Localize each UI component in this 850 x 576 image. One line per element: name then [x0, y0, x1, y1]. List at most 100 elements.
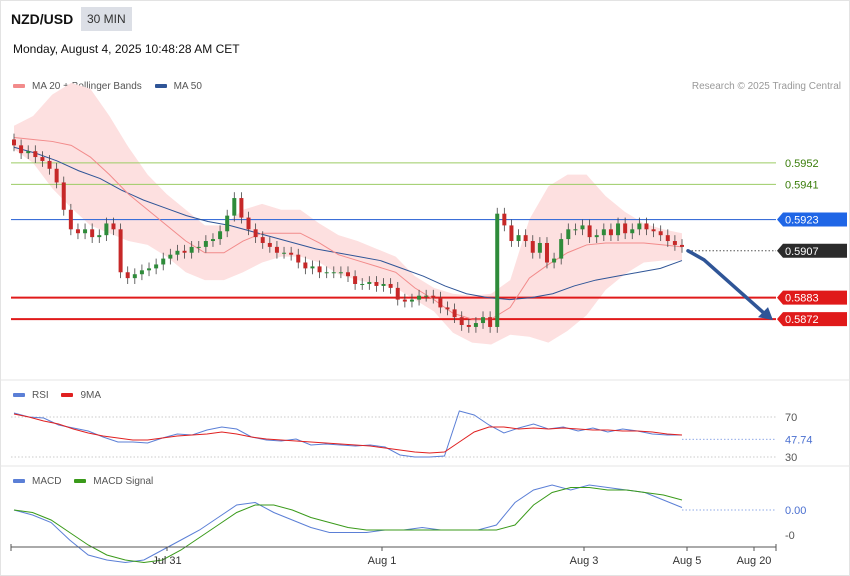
- candle-63: [459, 311, 464, 331]
- candle-71: [516, 229, 521, 247]
- candle-body-9: [75, 229, 80, 234]
- candle-body-18: [139, 270, 144, 275]
- price-tag-label-0.5883: 0.5883: [785, 293, 819, 305]
- candle-79: [573, 223, 578, 236]
- price-tag-0.5923: [777, 212, 847, 227]
- rsi-level-label-70: 70: [785, 412, 797, 424]
- candle-body-70: [509, 225, 514, 242]
- candle-29: [218, 225, 223, 245]
- candle-91: [658, 225, 663, 242]
- candle-body-7: [61, 182, 66, 210]
- forecast-arrow-line: [686, 249, 766, 315]
- candle-body-73: [530, 241, 535, 253]
- candle-22: [168, 248, 173, 265]
- research-credit: Research © 2025 Trading Central: [691, 81, 841, 92]
- candle-body-85: [616, 223, 621, 236]
- candle-body-66: [481, 317, 486, 324]
- candle-body-83: [601, 229, 606, 236]
- candle-78: [566, 223, 571, 245]
- rsi-current-label: 47.74: [785, 434, 813, 446]
- time-tick-label-1: Aug 1: [368, 555, 397, 567]
- candle-86: [623, 217, 628, 240]
- candle-0: [12, 133, 16, 152]
- candle-body-21: [161, 258, 166, 265]
- candle-16: [125, 266, 130, 284]
- timeframe-badge[interactable]: 30 MIN: [81, 7, 132, 31]
- candle-body-87: [630, 229, 635, 234]
- candle-89: [644, 217, 649, 236]
- candle-36: [267, 237, 272, 253]
- candle-83: [601, 223, 606, 242]
- price-tag-0.5883: [777, 290, 847, 305]
- candle-33: [246, 211, 251, 236]
- candle-body-4: [40, 157, 45, 161]
- candle-body-77: [559, 239, 564, 259]
- candle-body-6: [54, 168, 59, 183]
- candle-body-14: [111, 223, 116, 230]
- candle-body-61: [445, 307, 450, 310]
- candle-body-1: [19, 145, 24, 154]
- candle-body-43: [317, 266, 322, 273]
- candle-body-33: [246, 217, 251, 230]
- candles: [12, 133, 684, 333]
- candle-5: [47, 155, 52, 175]
- candle-body-29: [218, 231, 223, 240]
- candle-64: [466, 319, 471, 333]
- candle-56: [409, 293, 414, 308]
- candle-body-20: [154, 264, 159, 269]
- candle-48: [353, 270, 358, 290]
- candle-18: [139, 264, 144, 281]
- candle-66: [481, 311, 486, 329]
- legend-ma20: MA 20 + Bollinger Bands: [13, 81, 142, 92]
- candle-28: [210, 233, 215, 247]
- candle-body-68: [495, 213, 500, 327]
- candle-30: [225, 209, 230, 238]
- candle-92: [665, 229, 670, 247]
- candle-body-59: [431, 295, 436, 298]
- legend-rsi-9ma-swatch: [61, 393, 74, 398]
- candle-54: [395, 282, 400, 306]
- candle-43: [317, 260, 322, 279]
- price-tags: 0.5952 0.5941 0.5923 0.5907 0.5883 0.5872: [777, 158, 847, 327]
- candle-76: [552, 252, 557, 269]
- candle-20: [154, 258, 159, 275]
- candle-88: [637, 217, 642, 236]
- candle-body-37: [274, 246, 279, 253]
- rsi-legend: RSI 9MA: [13, 390, 111, 401]
- candle-body-12: [97, 235, 102, 238]
- candle-body-8: [68, 209, 73, 230]
- candle-12: [97, 229, 102, 243]
- candle-17: [132, 268, 137, 284]
- candle-body-88: [637, 223, 642, 230]
- bollinger-band-area: [14, 82, 682, 345]
- forecast-arrow: [686, 249, 773, 321]
- candle-body-82: [594, 235, 599, 238]
- price-tag-label-0.5952: 0.5952: [785, 158, 819, 170]
- candle-39: [289, 246, 294, 261]
- candle-body-51: [374, 282, 379, 286]
- candle-4: [40, 151, 45, 167]
- candle-87: [630, 223, 635, 240]
- time-tick-label-4: Aug 20: [737, 555, 772, 567]
- candle-body-3: [33, 151, 38, 158]
- macd-panel: 0.00 -0: [13, 484, 806, 564]
- candle-50: [367, 276, 372, 290]
- candle-68: [495, 207, 500, 333]
- candle-9: [75, 223, 80, 240]
- price-tag-0.5907: [777, 243, 847, 258]
- candle-74: [537, 237, 542, 259]
- candle-94: [680, 239, 684, 253]
- candle-24: [182, 244, 187, 259]
- candle-body-24: [182, 250, 187, 253]
- candle-93: [672, 235, 677, 251]
- candle-38: [282, 246, 287, 259]
- candle-body-81: [587, 225, 592, 238]
- legend-macd: MACD: [13, 476, 61, 487]
- candle-body-50: [367, 282, 372, 284]
- legend-macd-swatch: [13, 479, 25, 484]
- candle-body-27: [203, 241, 208, 247]
- candle-body-47: [346, 272, 350, 277]
- candle-body-64: [466, 324, 471, 327]
- candle-body-67: [488, 317, 493, 327]
